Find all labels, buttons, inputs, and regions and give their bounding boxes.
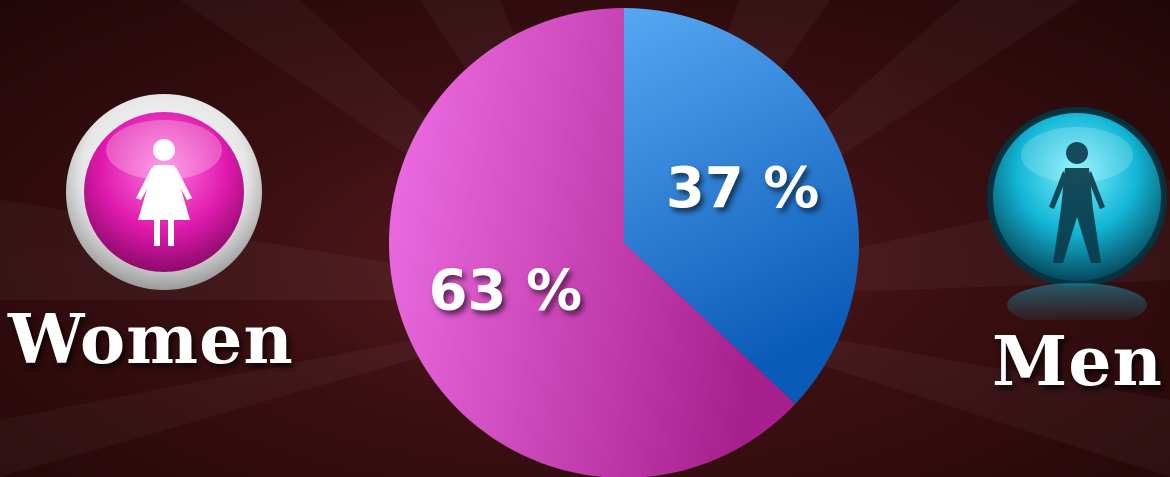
female-icon: [66, 94, 262, 290]
slice-label-men: 37 %: [666, 156, 820, 221]
legend-label-women: Women: [8, 300, 294, 380]
legend-label-men: Men: [992, 322, 1163, 402]
male-icon: [987, 107, 1167, 320]
slice-label-women: 63 %: [429, 258, 583, 323]
pie-slice-men: [624, 8, 859, 404]
pie-slice-women: [389, 8, 796, 477]
